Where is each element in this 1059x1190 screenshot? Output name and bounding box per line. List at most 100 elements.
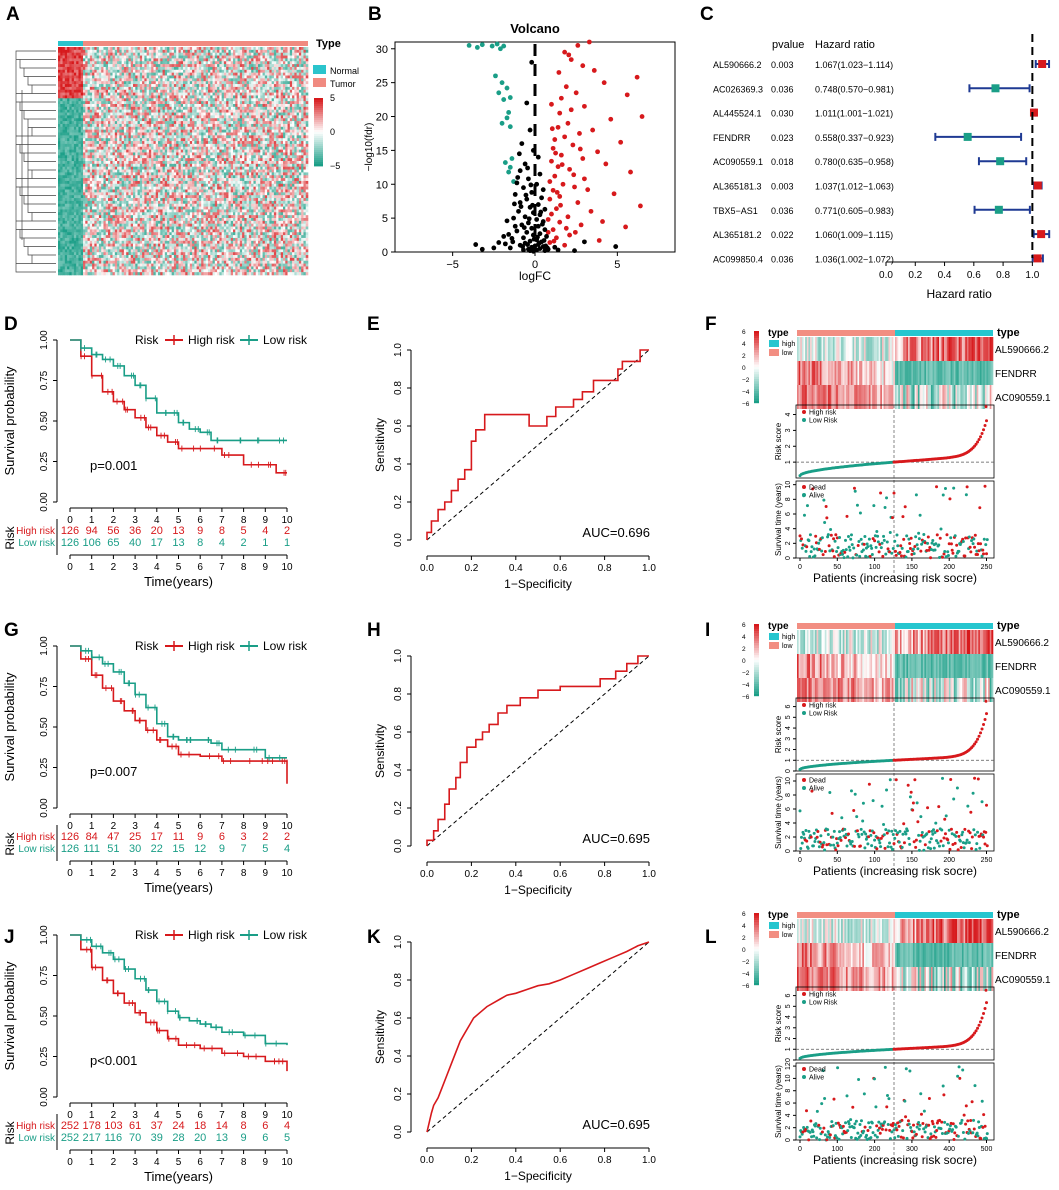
heatmap-cell xyxy=(283,129,286,133)
heatmap-cell xyxy=(303,141,307,145)
heatmap-cell xyxy=(296,86,300,91)
heatmap-cell xyxy=(221,98,225,102)
heatmap-cell xyxy=(278,158,282,162)
heatmap-cell xyxy=(110,104,113,108)
heatmap-cell xyxy=(110,52,113,56)
heatmap-cell xyxy=(221,72,225,76)
heatmap-cell xyxy=(219,75,222,79)
heatmap-cell xyxy=(130,141,134,145)
heatmap-cell xyxy=(235,163,238,167)
heatmap-cell xyxy=(160,69,163,73)
heatmap-cell xyxy=(110,143,113,148)
heatmap-cell xyxy=(169,106,172,110)
heatmap-cell xyxy=(194,61,197,65)
heatmap-cell xyxy=(223,66,227,71)
heatmap-cell xyxy=(64,141,68,145)
heatmap-cell xyxy=(105,163,109,167)
heatmap-cell xyxy=(244,138,247,142)
heatmap-cell xyxy=(137,106,141,110)
heatmap-cell xyxy=(258,166,261,170)
heatmap-cell xyxy=(260,149,263,153)
heatmap-cell xyxy=(194,92,197,96)
heatmap-cell xyxy=(119,84,122,88)
heatmap-cell xyxy=(94,129,97,133)
heatmap-cell xyxy=(121,106,125,110)
heatmap-cell xyxy=(294,132,297,136)
heatmap-cell xyxy=(183,149,186,153)
heatmap-cell xyxy=(285,47,288,51)
heatmap-cell xyxy=(155,104,159,108)
heatmap-cell xyxy=(169,166,172,170)
heatmap-cell xyxy=(130,98,134,102)
heatmap-cell xyxy=(87,146,91,150)
heatmap-cell xyxy=(160,152,163,156)
heatmap-cell xyxy=(158,47,161,51)
heatmap-cell xyxy=(146,52,150,56)
heatmap-cell xyxy=(201,78,204,82)
heatmap-cell xyxy=(135,47,138,51)
heatmap-cell xyxy=(246,95,250,99)
heatmap-cell xyxy=(158,92,161,96)
heatmap-cell xyxy=(167,126,170,130)
heatmap-cell xyxy=(171,104,175,108)
heatmap-cell xyxy=(133,138,136,142)
heatmap-cell xyxy=(196,47,200,51)
heatmap-cell xyxy=(178,52,182,56)
heatmap-cell xyxy=(198,135,202,139)
heatmap-cell xyxy=(303,49,307,53)
heatmap-cell xyxy=(155,115,159,119)
heatmap-cell xyxy=(278,112,282,116)
heatmap-cell xyxy=(142,52,145,56)
heatmap-cell xyxy=(208,166,211,170)
heatmap-cell xyxy=(148,123,152,128)
heatmap-cell xyxy=(126,49,129,53)
heatmap-cell xyxy=(105,72,109,76)
heatmap-cell xyxy=(296,161,300,165)
heatmap-cell xyxy=(76,129,79,133)
heatmap-cell xyxy=(285,55,288,59)
heatmap-cell xyxy=(144,89,147,93)
heatmap-cell xyxy=(244,109,247,113)
heatmap-cell xyxy=(219,89,222,93)
heatmap-cell xyxy=(226,109,229,113)
heatmap-cell xyxy=(171,138,175,142)
heatmap-cell xyxy=(292,123,295,128)
heatmap-cell xyxy=(246,169,250,173)
heatmap-cell xyxy=(305,129,309,133)
heatmap-cell xyxy=(153,132,157,136)
heatmap-cell xyxy=(137,61,141,65)
heatmap-cell xyxy=(273,123,277,128)
heatmap-cell xyxy=(153,84,157,88)
heatmap-cell xyxy=(114,61,118,65)
heatmap-cell xyxy=(201,89,204,93)
heatmap-cell xyxy=(246,58,250,62)
heatmap-cell xyxy=(228,118,232,122)
heatmap-cell xyxy=(58,58,61,62)
heatmap-cell xyxy=(110,166,113,170)
heatmap-cell xyxy=(137,121,141,125)
heatmap-cell xyxy=(296,141,300,145)
heatmap-cell xyxy=(162,92,166,96)
heatmap-cell xyxy=(144,86,147,91)
heatmap-cell xyxy=(298,123,302,128)
heatmap-cell xyxy=(305,152,309,156)
heatmap-cell xyxy=(292,169,295,173)
heatmap-cell xyxy=(83,109,86,113)
heatmap-cell xyxy=(155,172,159,176)
heatmap-cell xyxy=(258,152,261,156)
heatmap-cell xyxy=(69,81,72,85)
heatmap-cell xyxy=(173,49,177,53)
heatmap-cell xyxy=(237,84,241,88)
heatmap-cell xyxy=(276,64,279,68)
heatmap-cell xyxy=(105,84,109,88)
heatmap-cell xyxy=(167,84,170,88)
heatmap-cell xyxy=(264,101,268,105)
heatmap-cell xyxy=(226,135,229,139)
heatmap-cell xyxy=(296,64,300,68)
heatmap-cell xyxy=(128,155,132,159)
heatmap-cell xyxy=(162,106,166,110)
heatmap-cell xyxy=(287,135,291,139)
heatmap-cell xyxy=(187,49,191,53)
heatmap-cell xyxy=(294,121,297,125)
heatmap-cell xyxy=(183,155,186,159)
